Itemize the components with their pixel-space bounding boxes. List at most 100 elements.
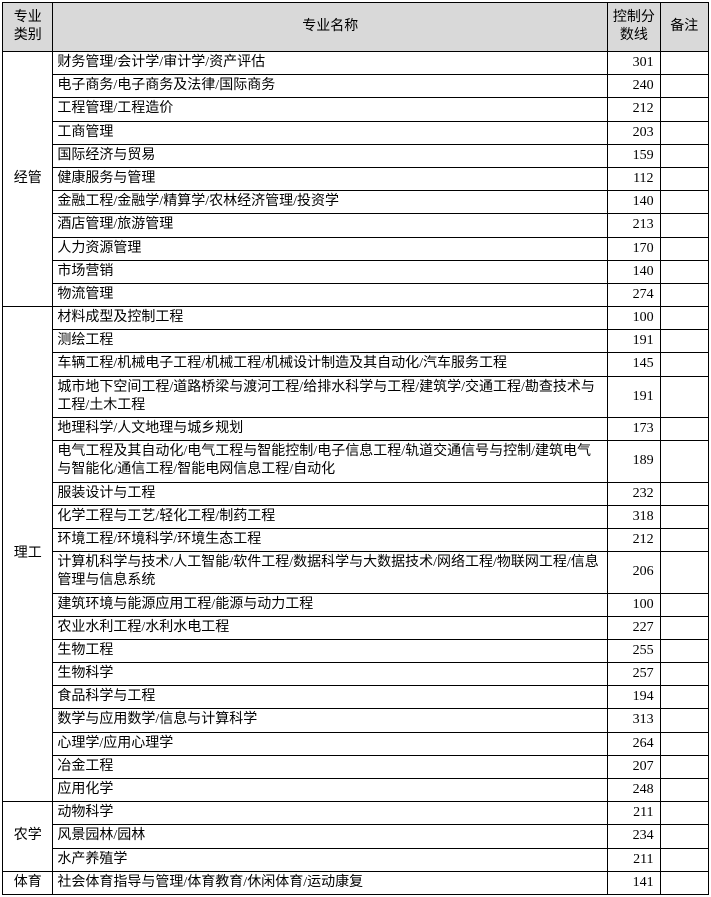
header-note: 备注 (660, 3, 708, 52)
major-name-cell: 食品科学与工程 (53, 686, 608, 709)
table-row: 电子商务/电子商务及法律/国际商务240 (3, 75, 709, 98)
score-cell: 159 (608, 144, 660, 167)
major-name-cell: 应用化学 (53, 779, 608, 802)
score-cell: 206 (608, 552, 660, 593)
score-cell: 301 (608, 52, 660, 75)
score-cell: 211 (608, 848, 660, 871)
table-row: 市场营销140 (3, 260, 709, 283)
table-row: 计算机科学与技术/人工智能/软件工程/数据科学与大数据技术/网络工程/物联网工程… (3, 552, 709, 593)
note-cell (660, 237, 708, 260)
note-cell (660, 441, 708, 482)
score-cell: 248 (608, 779, 660, 802)
category-cell: 经管 (3, 52, 53, 307)
major-name-cell: 财务管理/会计学/审计学/资产评估 (53, 52, 608, 75)
score-cell: 100 (608, 307, 660, 330)
category-cell: 农学 (3, 802, 53, 872)
table-row: 经管财务管理/会计学/审计学/资产评估301 (3, 52, 709, 75)
table-row: 食品科学与工程194 (3, 686, 709, 709)
table-row: 风景园林/园林234 (3, 825, 709, 848)
major-name-cell: 水产养殖学 (53, 848, 608, 871)
score-cell: 274 (608, 283, 660, 306)
major-name-cell: 数学与应用数学/信息与计算科学 (53, 709, 608, 732)
category-cell: 理工 (3, 307, 53, 802)
header-score: 控制分数线 (608, 3, 660, 52)
note-cell (660, 214, 708, 237)
header-category: 专业类别 (3, 3, 53, 52)
header-name: 专业名称 (53, 3, 608, 52)
major-name-cell: 计算机科学与技术/人工智能/软件工程/数据科学与大数据技术/网络工程/物联网工程… (53, 552, 608, 593)
major-name-cell: 风景园林/园林 (53, 825, 608, 848)
score-cell: 141 (608, 871, 660, 894)
table-row: 健康服务与管理112 (3, 167, 709, 190)
table-row: 国际经济与贸易159 (3, 144, 709, 167)
score-cell: 189 (608, 441, 660, 482)
table-row: 地理科学/人文地理与城乡规划173 (3, 418, 709, 441)
table-row: 水产养殖学211 (3, 848, 709, 871)
score-cell: 145 (608, 353, 660, 376)
note-cell (660, 353, 708, 376)
note-cell (660, 616, 708, 639)
major-name-cell: 金融工程/金融学/精算学/农林经济管理/投资学 (53, 191, 608, 214)
score-cell: 255 (608, 639, 660, 662)
note-cell (660, 825, 708, 848)
table-row: 酒店管理/旅游管理213 (3, 214, 709, 237)
note-cell (660, 330, 708, 353)
table-row: 城市地下空间工程/道路桥梁与渡河工程/给排水科学与工程/建筑学/交通工程/勘查技… (3, 376, 709, 417)
table-row: 农业水利工程/水利水电工程227 (3, 616, 709, 639)
note-cell (660, 732, 708, 755)
score-cell: 112 (608, 167, 660, 190)
table-row: 农学动物科学211 (3, 802, 709, 825)
note-cell (660, 779, 708, 802)
table-row: 环境工程/环境科学/环境生态工程212 (3, 528, 709, 551)
note-cell (660, 755, 708, 778)
score-cell: 203 (608, 121, 660, 144)
table-row: 冶金工程207 (3, 755, 709, 778)
score-cell: 194 (608, 686, 660, 709)
note-cell (660, 639, 708, 662)
table-row: 理工材料成型及控制工程100 (3, 307, 709, 330)
note-cell (660, 376, 708, 417)
note-cell (660, 167, 708, 190)
major-name-cell: 物流管理 (53, 283, 608, 306)
major-name-cell: 建筑环境与能源应用工程/能源与动力工程 (53, 593, 608, 616)
table-body: 经管财务管理/会计学/审计学/资产评估301电子商务/电子商务及法律/国际商务2… (3, 52, 709, 895)
score-cell: 234 (608, 825, 660, 848)
major-name-cell: 动物科学 (53, 802, 608, 825)
note-cell (660, 418, 708, 441)
score-cell: 227 (608, 616, 660, 639)
major-name-cell: 材料成型及控制工程 (53, 307, 608, 330)
table-row: 车辆工程/机械电子工程/机械工程/机械设计制造及其自动化/汽车服务工程145 (3, 353, 709, 376)
table-row: 建筑环境与能源应用工程/能源与动力工程100 (3, 593, 709, 616)
note-cell (660, 709, 708, 732)
table-row: 测绘工程191 (3, 330, 709, 353)
table-row: 物流管理274 (3, 283, 709, 306)
score-cell: 173 (608, 418, 660, 441)
table-row: 工商管理203 (3, 121, 709, 144)
table-row: 人力资源管理170 (3, 237, 709, 260)
table-header: 专业类别 专业名称 控制分数线 备注 (3, 3, 709, 52)
score-cell: 140 (608, 191, 660, 214)
score-cell: 257 (608, 663, 660, 686)
score-table: 专业类别 专业名称 控制分数线 备注 经管财务管理/会计学/审计学/资产评估30… (2, 2, 709, 895)
note-cell (660, 75, 708, 98)
major-name-cell: 车辆工程/机械电子工程/机械工程/机械设计制造及其自动化/汽车服务工程 (53, 353, 608, 376)
note-cell (660, 528, 708, 551)
major-name-cell: 工商管理 (53, 121, 608, 144)
score-cell: 318 (608, 505, 660, 528)
score-cell: 191 (608, 330, 660, 353)
major-name-cell: 国际经济与贸易 (53, 144, 608, 167)
note-cell (660, 283, 708, 306)
score-cell: 191 (608, 376, 660, 417)
note-cell (660, 121, 708, 144)
table-row: 电气工程及其自动化/电气工程与智能控制/电子信息工程/轨道交通信号与控制/建筑电… (3, 441, 709, 482)
score-cell: 211 (608, 802, 660, 825)
major-name-cell: 农业水利工程/水利水电工程 (53, 616, 608, 639)
note-cell (660, 307, 708, 330)
table-row: 数学与应用数学/信息与计算科学313 (3, 709, 709, 732)
major-name-cell: 酒店管理/旅游管理 (53, 214, 608, 237)
score-cell: 240 (608, 75, 660, 98)
note-cell (660, 505, 708, 528)
table-row: 工程管理/工程造价212 (3, 98, 709, 121)
note-cell (660, 191, 708, 214)
note-cell (660, 98, 708, 121)
